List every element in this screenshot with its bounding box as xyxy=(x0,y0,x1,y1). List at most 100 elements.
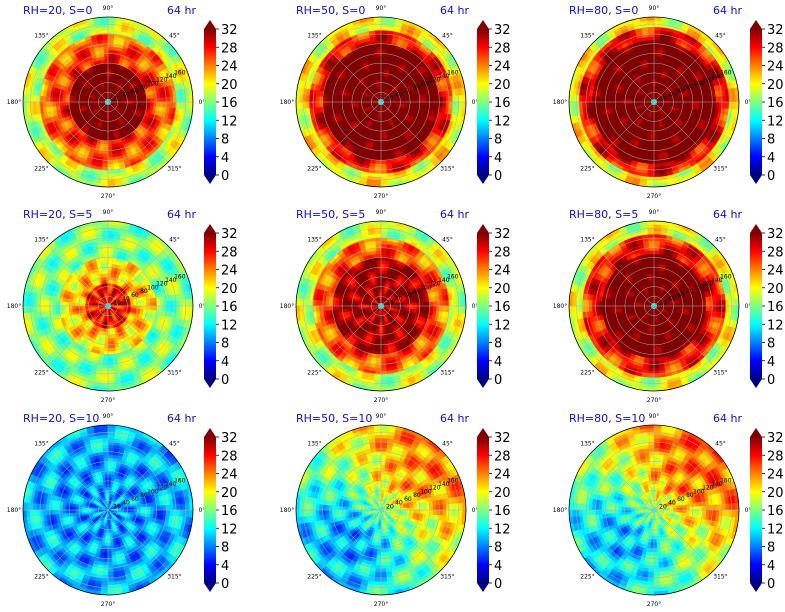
polar-frame xyxy=(22,424,194,596)
colorbar-tick-label: 0 xyxy=(494,373,502,388)
radial-tick-label: 160 xyxy=(720,273,732,280)
theta-tick-label: 180° xyxy=(553,99,567,106)
colorbar-tick-label: 28 xyxy=(221,41,238,56)
colorbar-tick-label: 0 xyxy=(494,577,502,592)
colorbar-extend-max xyxy=(204,224,216,233)
colorbar-gradient xyxy=(750,29,762,175)
colorbar-tick-label: 24 xyxy=(221,264,238,279)
theta-tick-label: 45° xyxy=(715,237,726,244)
polar-grid xyxy=(569,425,739,595)
colorbar: 0 4 8 12 16 20 24 28 32 xyxy=(750,224,784,388)
theta-tick-label: 135° xyxy=(34,33,48,40)
colorbar: 0 4 8 12 16 20 24 28 32 xyxy=(750,20,784,184)
radial-tick-label: 140 xyxy=(711,481,723,488)
theta-tick-label: 270° xyxy=(647,193,661,200)
colorbar-gradient xyxy=(204,437,216,583)
colorbar-tick-label: 20 xyxy=(494,282,511,297)
colorbar-tick-label: 20 xyxy=(221,486,238,501)
colorbar-tick-label: 16 xyxy=(767,504,784,519)
radial-tick-label: 140 xyxy=(165,73,177,80)
panel-title: RH=20, S=0 xyxy=(23,4,92,17)
radial-tick-label: 80 xyxy=(686,492,694,499)
colorbar-tick-label: 28 xyxy=(767,41,784,56)
theta-tick-label: 225° xyxy=(307,573,321,580)
panel-title: RH=50, S=10 xyxy=(296,412,372,425)
radial-tick-label: 100 xyxy=(693,488,705,495)
theta-tick-label: 90° xyxy=(103,413,114,420)
heat-field xyxy=(23,425,193,595)
colorbar-extend-min xyxy=(477,175,489,184)
theta-tick-label: 0° xyxy=(199,99,206,106)
colorbar-tick-label: 12 xyxy=(494,522,511,537)
colorbar-tick-label: 8 xyxy=(494,337,502,352)
theta-tick-label: 225° xyxy=(307,369,321,376)
radial-tick-label: 40 xyxy=(668,500,676,507)
colorbar-tick-label: 8 xyxy=(767,337,775,352)
theta-tick-label: 0° xyxy=(745,99,752,106)
colorbar-tick-label: 0 xyxy=(767,373,775,388)
colorbar-extend-min xyxy=(204,175,216,184)
panel: 90°45°0°315°270°225°180°135°204060801001… xyxy=(553,208,784,404)
colorbar-extend-min xyxy=(750,583,762,592)
colorbar-tick-label: 24 xyxy=(221,468,238,483)
theta-tick-label: 225° xyxy=(580,573,594,580)
radial-tick-label: 80 xyxy=(140,288,148,295)
theta-tick-label: 45° xyxy=(169,33,180,40)
theta-tick-label: 135° xyxy=(580,237,594,244)
radial-tick-label: 80 xyxy=(140,492,148,499)
radial-tick-label: 40 xyxy=(395,296,403,303)
radial-tick-label: 120 xyxy=(156,281,168,288)
radial-tick-label: 160 xyxy=(174,477,186,484)
colorbar-tick-label: 28 xyxy=(767,449,784,464)
theta-tick-label: 315° xyxy=(167,165,181,172)
colorbar-tick-label: 32 xyxy=(767,227,784,242)
colorbar-tick-label: 4 xyxy=(767,151,775,166)
theta-tick-label: 90° xyxy=(103,209,114,216)
theta-tick-label: 0° xyxy=(199,507,206,514)
panel-time-label: 64 hr xyxy=(167,4,196,17)
theta-tick-label: 225° xyxy=(580,165,594,172)
theta-tick-label: 90° xyxy=(649,413,660,420)
colorbar-extend-min xyxy=(204,379,216,388)
theta-tick-label: 135° xyxy=(307,33,321,40)
panel-title: RH=50, S=5 xyxy=(296,208,365,221)
polar-frame xyxy=(568,220,740,392)
radial-tick-label: 60 xyxy=(404,496,412,503)
colorbar-tick-label: 28 xyxy=(494,449,511,464)
colorbar-extend-min xyxy=(750,175,762,184)
polar-grid xyxy=(23,221,193,391)
colorbar-tick-label: 24 xyxy=(767,468,784,483)
theta-tick-label: 0° xyxy=(745,507,752,514)
theta-tick-label: 45° xyxy=(169,237,180,244)
panel: 90°45°0°315°270°225°180°135°204060801001… xyxy=(553,412,784,608)
colorbar-tick-label: 28 xyxy=(767,245,784,260)
colorbar-tick-label: 20 xyxy=(221,282,238,297)
colorbar-tick-label: 16 xyxy=(767,96,784,111)
theta-tick-label: 135° xyxy=(34,237,48,244)
polar-frame xyxy=(568,16,740,188)
theta-tick-label: 45° xyxy=(442,33,453,40)
colorbar-extend-max xyxy=(477,428,489,437)
radial-tick-label: 80 xyxy=(686,84,694,91)
theta-tick-label: 270° xyxy=(374,601,388,608)
theta-tick-label: 0° xyxy=(199,303,206,310)
panel-time-label: 64 hr xyxy=(713,412,742,425)
radial-tick-label: 160 xyxy=(720,477,732,484)
colorbar-tick-label: 12 xyxy=(221,114,238,129)
colorbar-tick-label: 24 xyxy=(494,264,511,279)
polar-grid xyxy=(296,221,466,391)
panel-title: RH=20, S=10 xyxy=(23,412,99,425)
panel: 90°45°0°315°270°225°180°135°204060801001… xyxy=(7,4,238,200)
theta-tick-label: 315° xyxy=(440,573,454,580)
colorbar-tick-label: 12 xyxy=(221,318,238,333)
panel-title: RH=80, S=0 xyxy=(569,4,638,17)
panel: 90°45°0°315°270°225°180°135°204060801001… xyxy=(7,412,238,608)
colorbar-tick-label: 4 xyxy=(221,559,229,574)
colorbar-tick-label: 12 xyxy=(494,318,511,333)
theta-tick-label: 315° xyxy=(713,165,727,172)
radial-tick-label: 20 xyxy=(659,503,667,510)
colorbar: 0 4 8 12 16 20 24 28 32 xyxy=(204,20,238,184)
radial-tick-label: 40 xyxy=(122,92,130,99)
theta-tick-label: 0° xyxy=(472,303,479,310)
